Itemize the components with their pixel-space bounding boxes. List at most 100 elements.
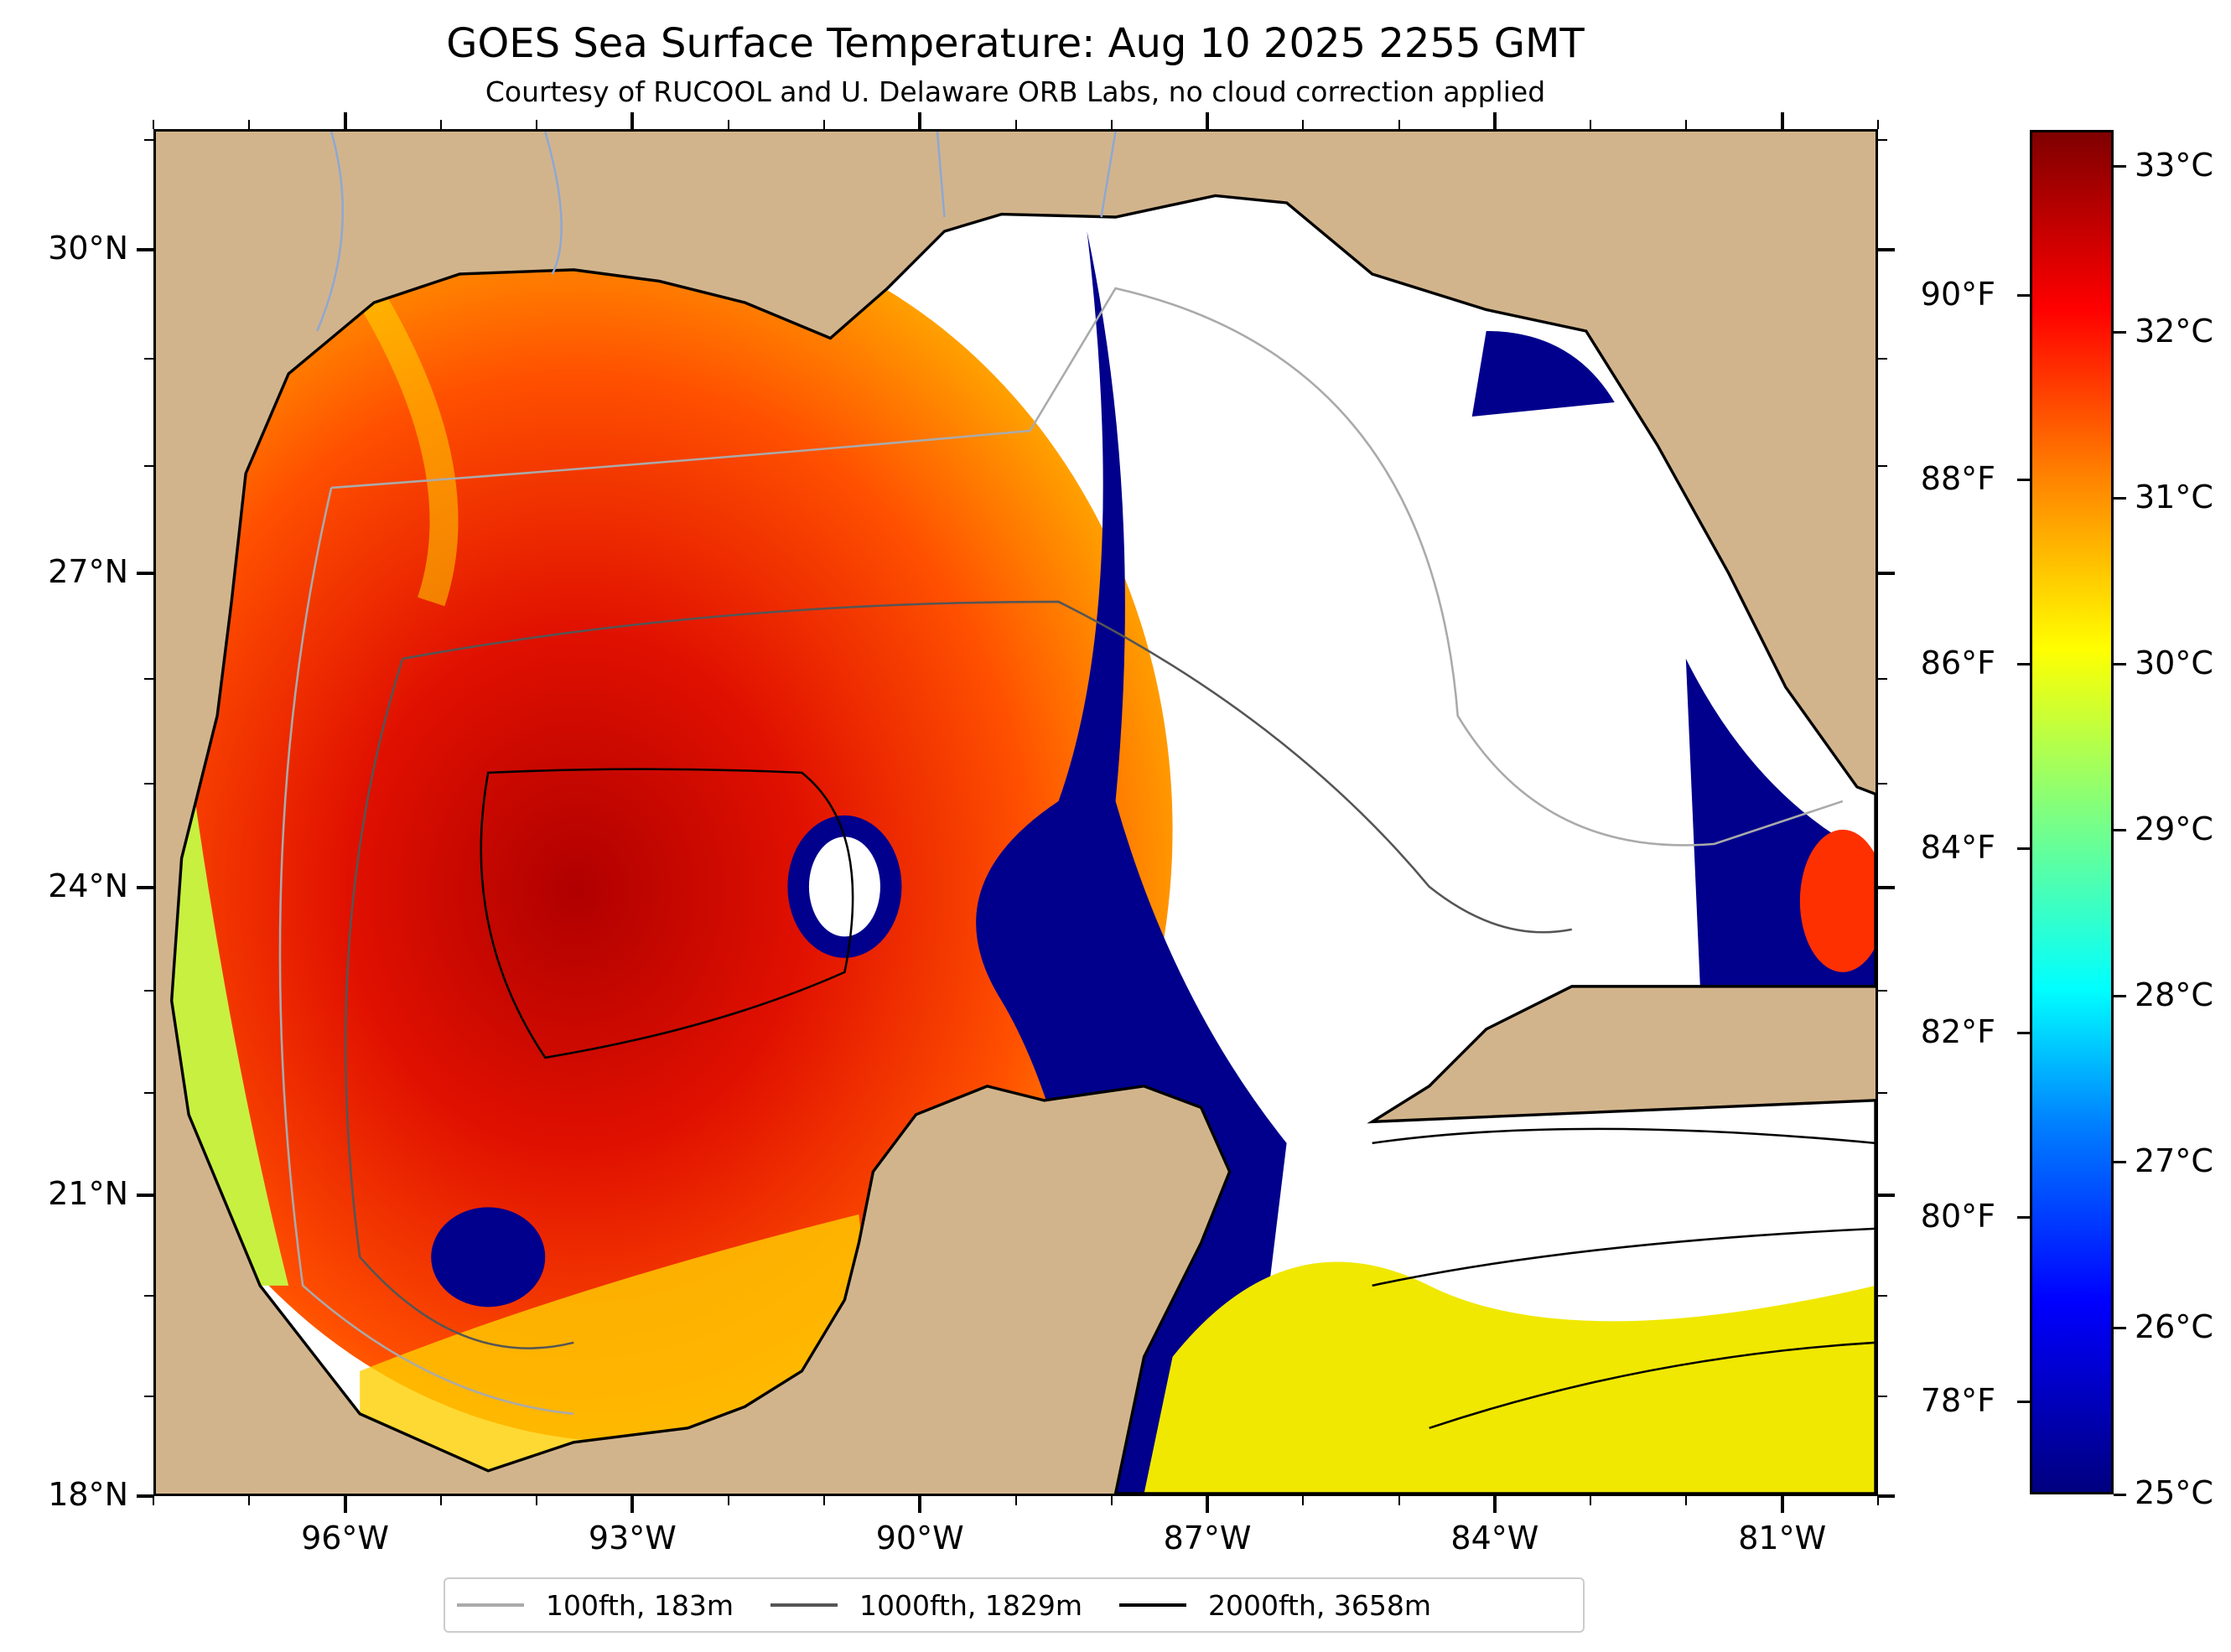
lat-minor-tick (144, 357, 153, 360)
lon-minor-tick (727, 1496, 729, 1505)
lat-minor-tick (1878, 782, 1887, 785)
colorbar-c-label: 25°C (2135, 1474, 2213, 1511)
legend-item-2000fth: 2000fth, 3658m (1118, 1588, 1431, 1622)
colorbar-c-tick (2114, 1493, 2126, 1496)
lon-minor-tick (1014, 120, 1017, 129)
lon-minor-tick (1110, 120, 1113, 129)
lon-minor-tick (153, 1496, 154, 1505)
colorbar-c-tick (2114, 331, 2126, 334)
lon-tick-label: 93°W (588, 1520, 677, 1556)
lat-major-tick (137, 885, 153, 889)
lat-minor-tick (144, 1395, 153, 1397)
colorbar-c-tick (2114, 497, 2126, 500)
colorbar-f-tick (2017, 847, 2030, 851)
lon-minor-tick (439, 1496, 442, 1505)
lat-major-tick (137, 1193, 153, 1197)
colorbar-c-label: 29°C (2135, 810, 2213, 847)
sst-map[interactable] (153, 129, 1878, 1496)
lon-major-tick (918, 112, 922, 129)
lat-minor-tick (1878, 1395, 1887, 1397)
lon-major-tick (1780, 1496, 1784, 1513)
colorbar-c-label: 33°C (2135, 146, 2213, 184)
legend-line-black (1118, 1603, 1186, 1607)
lon-tick-label: 81°W (1738, 1520, 1827, 1556)
lon-minor-tick (727, 120, 729, 129)
colorbar-c-label: 28°C (2135, 976, 2213, 1013)
lon-tick-label: 90°W (875, 1520, 964, 1556)
chart-subtitle: Courtesy of RUCOOL and U. Delaware ORB L… (485, 75, 1546, 108)
lon-minor-tick (536, 1496, 538, 1505)
lat-minor-tick (1878, 139, 1887, 142)
colorbar-c-label: 27°C (2135, 1142, 2213, 1179)
lon-major-tick (343, 1496, 347, 1513)
colorbar-f-label: 80°F (1920, 1197, 1995, 1235)
lat-minor-tick (1878, 990, 1887, 992)
lon-tick-label: 87°W (1163, 1520, 1252, 1556)
colorbar-f-tick (2017, 1032, 2030, 1035)
lat-minor-tick (1878, 1092, 1887, 1095)
colorbar-c-tick (2114, 1161, 2126, 1164)
lon-minor-tick (1685, 120, 1688, 129)
lat-minor-tick (144, 782, 153, 785)
lon-minor-tick (248, 1496, 251, 1505)
lat-minor-tick (144, 1092, 153, 1095)
lon-minor-tick (1398, 120, 1400, 129)
lon-major-tick (918, 1496, 922, 1513)
legend-line-dark-gray (770, 1603, 838, 1607)
colorbar-f-tick (2017, 663, 2030, 666)
lat-tick-label: 27°N (48, 552, 128, 590)
lat-major-tick (1878, 885, 1895, 889)
sst-map-image (156, 132, 1876, 1494)
lon-minor-tick (1110, 1496, 1113, 1505)
lon-minor-tick (1877, 1496, 1879, 1505)
lon-minor-tick (153, 120, 154, 129)
lat-minor-tick (1878, 677, 1887, 680)
lat-minor-tick (1878, 357, 1887, 360)
lon-minor-tick (1014, 1496, 1017, 1505)
lat-minor-tick (144, 139, 153, 142)
lat-major-tick (137, 571, 153, 575)
colorbar-c-label: 32°C (2135, 312, 2213, 350)
lat-minor-tick (1878, 465, 1887, 468)
legend-line-light-gray (457, 1603, 524, 1607)
colorbar-c-tick (2114, 165, 2126, 168)
lon-major-tick (1206, 1496, 1210, 1513)
lat-major-tick (1878, 571, 1895, 575)
lat-major-tick (1878, 1494, 1895, 1498)
lat-tick-label: 21°N (48, 1174, 128, 1212)
colorbar-f-tick (2017, 1401, 2030, 1404)
lon-minor-tick (1685, 1496, 1688, 1505)
lon-minor-tick (822, 120, 825, 129)
colorbar-c-label: 31°C (2135, 478, 2213, 515)
colorbar-f-label: 84°F (1920, 828, 1995, 866)
lon-minor-tick (1590, 120, 1592, 129)
lon-tick-label: 96°W (301, 1520, 390, 1556)
lon-minor-tick (439, 120, 442, 129)
rivers (316, 132, 1117, 332)
colorbar-f-label: 90°F (1920, 275, 1995, 313)
legend-label: 100fth, 183m (546, 1588, 734, 1622)
colorbar-c-tick (2114, 663, 2126, 666)
colorbar-c-label: 30°C (2135, 644, 2213, 681)
colorbar-f-tick (2017, 479, 2030, 482)
lat-major-tick (1878, 1193, 1895, 1197)
lon-major-tick (630, 112, 635, 129)
lon-major-tick (1206, 112, 1210, 129)
lon-minor-tick (248, 120, 251, 129)
lon-tick-label: 84°W (1450, 1520, 1539, 1556)
lon-minor-tick (1590, 1496, 1592, 1505)
lon-minor-tick (1398, 1496, 1400, 1505)
lon-minor-tick (1877, 120, 1879, 129)
colorbar-f-label: 86°F (1920, 644, 1995, 681)
lon-major-tick (1492, 112, 1497, 129)
legend-label: 2000fth, 3658m (1207, 1588, 1431, 1622)
lon-major-tick (1492, 1496, 1497, 1513)
bathymetry-contours (278, 287, 1876, 1430)
lat-minor-tick (144, 1295, 153, 1297)
colorbar-c-tick (2114, 1327, 2126, 1330)
colorbar-f-label: 82°F (1920, 1012, 1995, 1050)
colorbar-f-tick (2017, 294, 2030, 298)
lat-major-tick (137, 1494, 153, 1498)
lat-major-tick (137, 248, 153, 252)
colorbar-f-tick (2017, 1216, 2030, 1220)
